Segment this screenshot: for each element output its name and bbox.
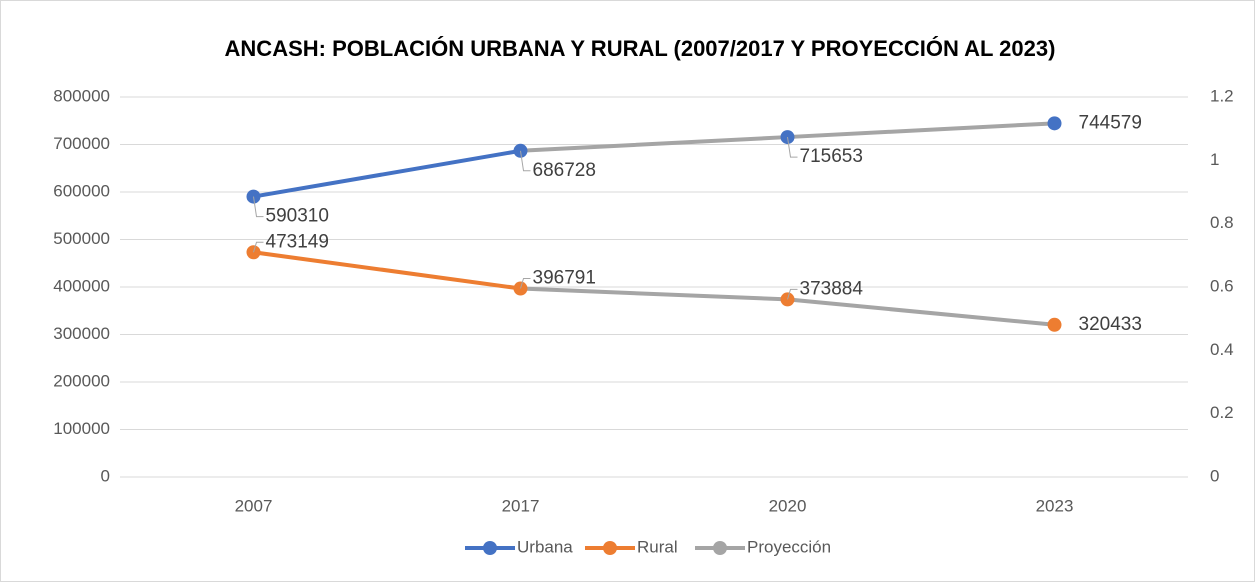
x-tick-label: 2017 [502,496,540,515]
x-tick-label: 2007 [235,496,273,515]
point [1047,317,1062,332]
legend-label: Proyección [747,537,831,556]
y-tick-label: 800000 [53,86,110,105]
y-tick-label: 200000 [53,371,110,390]
y2-tick-label: 0.4 [1210,340,1234,359]
leader-line [787,288,798,300]
data-label: 396791 [533,268,596,289]
line-segment [251,148,523,199]
y2-tick-label: 0.8 [1210,213,1234,232]
legend-marker [603,541,617,555]
leader-line [253,196,264,218]
leader-line [520,278,531,289]
y2-tick-label: 0.2 [1210,403,1234,422]
data-label: 320433 [1079,314,1142,335]
legend-label: Urbana [517,537,573,556]
data-label: 715653 [800,146,863,167]
data-label: 686728 [533,160,596,181]
chart-title: ANCASH: POBLACIÓN URBANA Y RURAL (2007/2… [225,36,1056,61]
y-tick-label: 300000 [53,324,110,343]
leader-line [520,150,531,172]
y2-tick-label: 1 [1210,150,1219,169]
legend-marker [483,541,497,555]
y2-tick-label: 0.6 [1210,276,1234,295]
y-tick-label: 100000 [53,419,110,438]
x-tick-label: 2023 [1036,496,1074,515]
y-tick-label: 0 [101,466,110,485]
line-segment [251,250,523,291]
y2-tick-label: 1.2 [1210,86,1234,105]
line-segment [518,135,790,153]
line-segment [785,121,1057,140]
y-tick-label: 400000 [53,276,110,295]
data-label: 590310 [266,206,329,227]
leader-line [787,136,798,158]
line-segment [785,297,1057,327]
y-tick-label: 600000 [53,181,110,200]
y2-tick-label: 0 [1210,466,1219,485]
leader-line [253,241,264,253]
x-tick-label: 2020 [769,496,807,515]
legend-marker [713,541,727,555]
legend-label: Rural [637,537,678,556]
point [1047,116,1062,131]
data-label: 473149 [266,231,329,252]
y-tick-label: 500000 [53,229,110,248]
data-label: 373884 [800,278,864,299]
line-segment [518,286,790,302]
data-label: 744579 [1079,112,1142,133]
y-tick-label: 700000 [53,134,110,153]
